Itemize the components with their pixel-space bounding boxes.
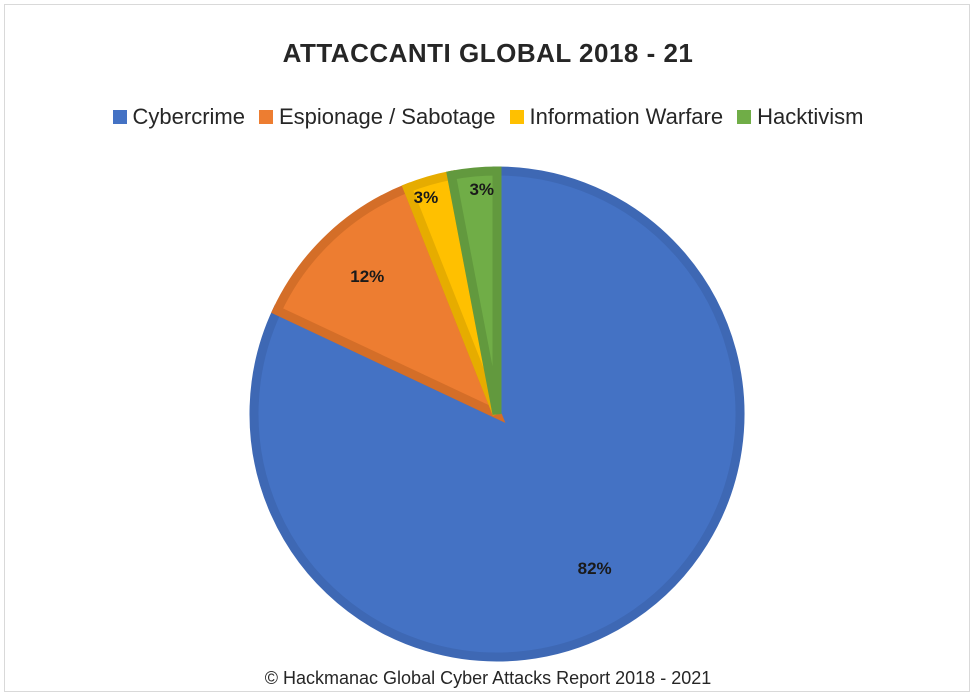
legend-swatch-cybercrime [112, 110, 127, 124]
legend-item-hacktivism: Hacktivism [737, 104, 863, 130]
pie-slice-espionage [271, 182, 506, 423]
legend-item-information-warfare: Information Warfare [509, 104, 724, 130]
data-label-cybercrime: 82% [578, 559, 612, 578]
legend-swatch-espionage [259, 110, 273, 124]
pie-slice-hacktivism [446, 166, 502, 415]
legend-label-hacktivism: Hacktivism [757, 104, 864, 129]
legend-item-cybercrime: Cybercrime [112, 104, 245, 130]
chart-title: ATTACCANTI GLOBAL 2018 - 21 [282, 38, 694, 68]
legend-label-espionage: Espionage / Sabotage [279, 104, 496, 129]
data-label-espionage: 12% [350, 267, 384, 286]
source-footer: © Hackmanac Global Cyber Attacks Report … [264, 668, 712, 688]
legend-swatch-information-warfare [509, 110, 524, 124]
data-label-information-warfare: 3% [414, 188, 439, 207]
legend-label-cybercrime: Cybercrime [132, 104, 245, 129]
legend-swatch-hacktivism [737, 110, 752, 124]
data-label-hacktivism: 3% [469, 180, 494, 199]
legend-item-espionage: Espionage / Sabotage [259, 104, 496, 130]
chart-legend: Cybercrime Espionage / Sabotage Informat… [0, 104, 976, 130]
legend-label-information-warfare: Information Warfare [529, 104, 724, 129]
